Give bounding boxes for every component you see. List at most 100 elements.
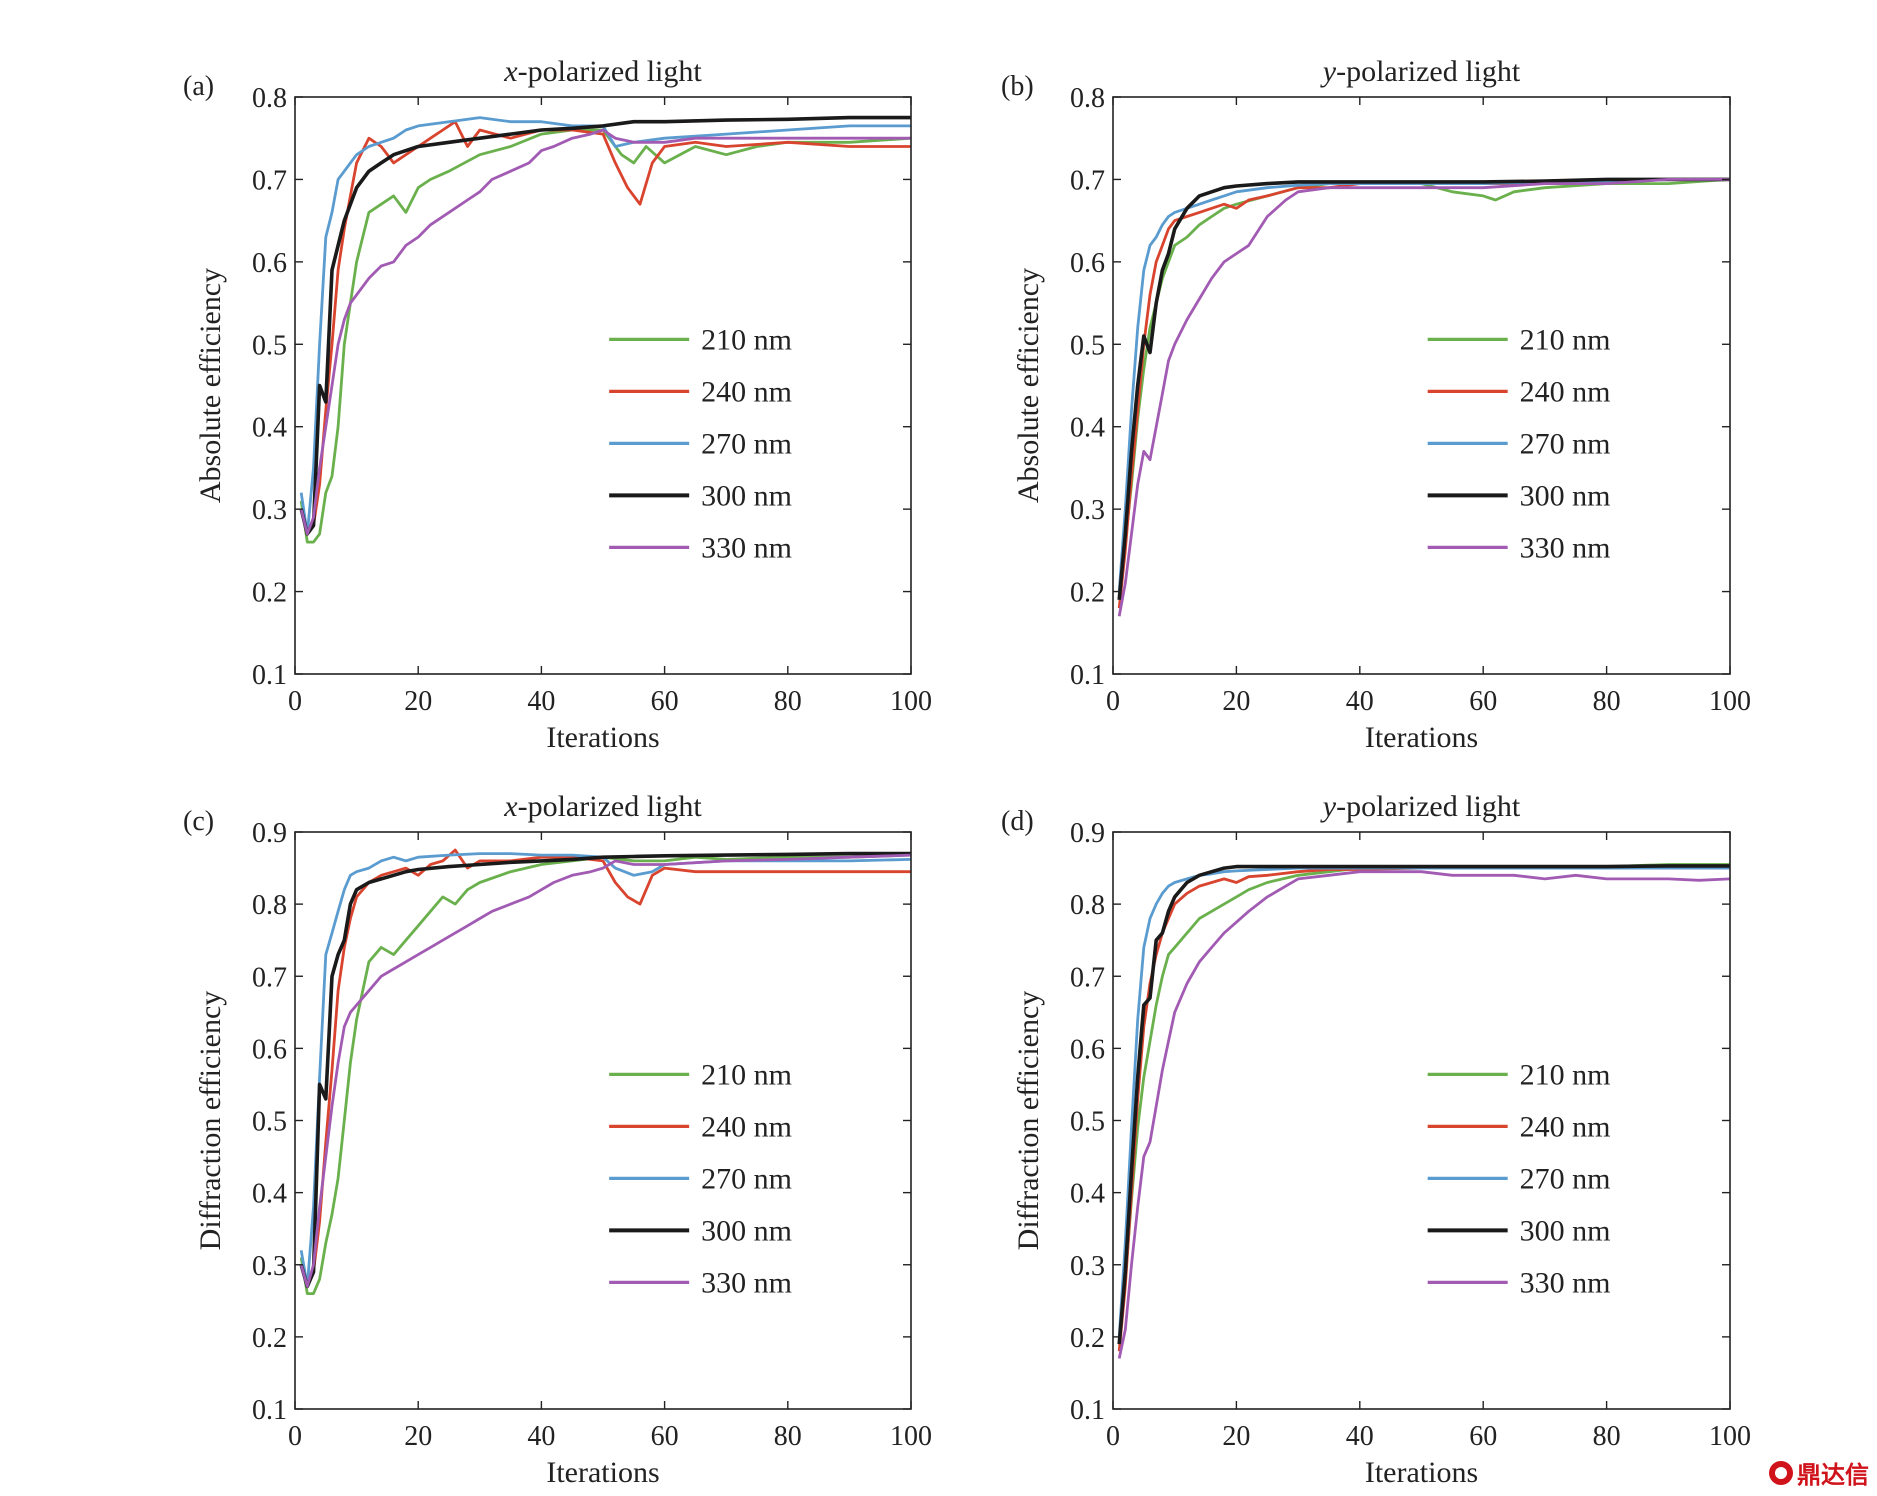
x-tick-label: 80: [1593, 1421, 1621, 1452]
plot-frame: [294, 831, 912, 1410]
panel-letter: (b): [1001, 71, 1034, 102]
watermark: 鼎达信: [1769, 1455, 1869, 1490]
y-tick-label: 0.4: [1070, 413, 1105, 444]
x-tick-label: 20: [1222, 1421, 1250, 1452]
y-tick-label: 0.1: [252, 1395, 287, 1426]
y-tick-label: 0.3: [252, 1251, 287, 1282]
legend-label: 240 nm: [1520, 375, 1611, 408]
legend-label: 330 nm: [701, 531, 792, 564]
x-tick-label: 60: [651, 1421, 679, 1452]
x-tick-label: 40: [527, 1421, 555, 1452]
plot-frame: [1112, 96, 1731, 675]
panel-letter: (d): [1001, 806, 1034, 837]
series-line-210-nm: [299, 128, 911, 544]
x-axis-label: Iterations: [1365, 721, 1478, 754]
y-tick-label: 0.3: [252, 495, 287, 526]
chart-title-prefix: x: [503, 55, 518, 88]
x-tick-label: 0: [288, 686, 302, 717]
series-line-210-nm: [299, 853, 911, 1295]
x-tick-label: 0: [288, 1421, 302, 1452]
series-line-240-nm: [299, 848, 911, 1288]
y-tick-label: 0.5: [1070, 330, 1105, 361]
x-tick-label: 100: [890, 686, 932, 717]
series-group: [299, 115, 911, 544]
chart-title: y-polarized light: [1320, 55, 1521, 88]
series-group: [1117, 177, 1730, 617]
legend-label: 270 nm: [1520, 427, 1611, 460]
y-tick-label: 0.7: [1070, 165, 1105, 196]
y-tick-label: 0.4: [1070, 1179, 1105, 1210]
legend-label: 270 nm: [1520, 1162, 1611, 1195]
y-tick-label: 0.8: [252, 890, 287, 921]
y-tick-label: 0.6: [252, 248, 287, 279]
y-tick-label: 0.9: [252, 818, 287, 849]
legend-label: 300 nm: [1520, 479, 1611, 512]
x-tick-label: 80: [774, 1421, 802, 1452]
x-tick-label: 0: [1106, 686, 1120, 717]
chart-panel: (c) x-polarized light 0 20 40 60 80 100 0.1 0.2 0.…: [183, 790, 932, 1489]
watermark-text: 鼎达信: [1797, 1461, 1869, 1489]
series-line-300-nm: [299, 115, 911, 536]
legend: 210 nm 240 nm 270 nm 300 nm 330 nm: [1427, 323, 1611, 564]
series-line-270-nm: [299, 852, 911, 1288]
y-tick-label: 0.1: [1070, 660, 1105, 691]
legend-label: 330 nm: [701, 1266, 792, 1299]
legend-label: 240 nm: [701, 375, 792, 408]
legend-label: 330 nm: [1520, 1266, 1611, 1299]
series-line-240-nm: [1117, 865, 1730, 1352]
x-tick-label: 80: [1593, 686, 1621, 717]
x-tick-label: 60: [651, 686, 679, 717]
x-tick-label: 40: [527, 686, 555, 717]
chart-title-rest: -polarized light: [1336, 55, 1521, 88]
chart-title-rest: -polarized light: [518, 790, 703, 823]
y-tick-label: 0.1: [1070, 1395, 1105, 1426]
x-tick-label: 80: [774, 686, 802, 717]
legend-label: 210 nm: [1520, 1058, 1611, 1091]
series-line-210-nm: [1117, 178, 1730, 600]
y-tick-label: 0.7: [252, 165, 287, 196]
x-tick-label: 20: [1222, 686, 1250, 717]
legend: 210 nm 240 nm 270 nm 300 nm 330 nm: [609, 1058, 792, 1299]
x-tick-label: 100: [1709, 1421, 1751, 1452]
series-line-330-nm: [1117, 177, 1730, 617]
legend-label: 270 nm: [701, 1162, 792, 1195]
series-line-270-nm: [1117, 177, 1730, 592]
y-tick-label: 0.2: [252, 578, 287, 609]
legend-label: 240 nm: [1520, 1110, 1611, 1143]
legend-label: 300 nm: [701, 1214, 792, 1247]
series-line-300-nm: [1117, 177, 1730, 600]
y-tick-label: 0.6: [1070, 1034, 1105, 1065]
watermark-logo-icon: [1769, 1460, 1793, 1485]
y-tick-label: 0.8: [252, 83, 287, 114]
legend-label: 300 nm: [1520, 1214, 1611, 1247]
chart-title-prefix: x: [503, 790, 518, 823]
series-group: [1117, 863, 1730, 1359]
y-tick-label: 0.6: [252, 1034, 287, 1065]
chart-title: x-polarized light: [503, 55, 702, 88]
series-line-330-nm: [299, 128, 911, 536]
series-line-300-nm: [299, 851, 911, 1289]
y-tick-label: 0.1: [252, 660, 287, 691]
chart-panel: (b) y-polarized light 0 20 40 60 80 100 0.1 0.2 0.…: [1001, 55, 1751, 754]
x-tick-label: 60: [1469, 686, 1497, 717]
legend-label: 330 nm: [1520, 531, 1611, 564]
legend: 210 nm 240 nm 270 nm 300 nm 330 nm: [609, 323, 792, 564]
y-tick-label: 0.2: [252, 1323, 287, 1354]
y-tick-label: 0.9: [1070, 818, 1105, 849]
y-tick-label: 0.5: [252, 1107, 287, 1138]
y-tick-label: 0.6: [1070, 248, 1105, 279]
y-tick-label: 0.4: [252, 1179, 287, 1210]
series-line-330-nm: [299, 853, 911, 1288]
legend: 210 nm 240 nm 270 nm 300 nm 330 nm: [1427, 1058, 1611, 1299]
y-tick-label: 0.3: [1070, 1251, 1105, 1282]
y-tick-label: 0.3: [1070, 495, 1105, 526]
y-tick-label: 0.7: [1070, 962, 1105, 993]
y-tick-label: 0.5: [1070, 1107, 1105, 1138]
legend-label: 270 nm: [701, 427, 792, 460]
x-tick-label: 100: [1709, 686, 1751, 717]
y-axis-label: Absolute efficiency: [1012, 268, 1045, 503]
chart-title: x-polarized light: [503, 790, 702, 823]
y-tick-label: 0.2: [1070, 1323, 1105, 1354]
legend-label: 210 nm: [701, 1058, 792, 1091]
